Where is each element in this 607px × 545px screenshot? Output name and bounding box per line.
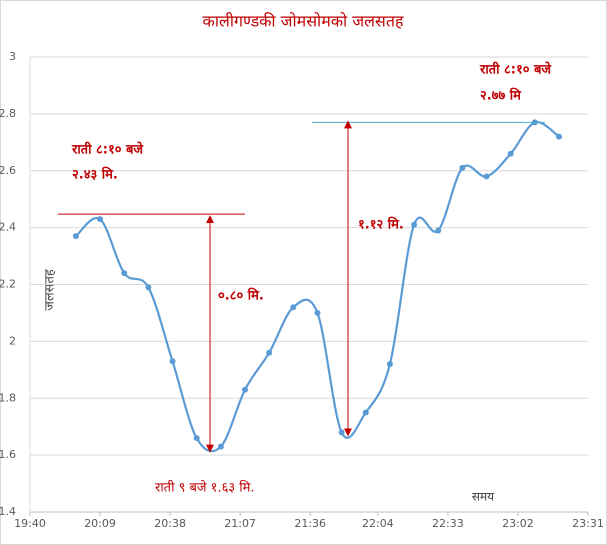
annotation: राती ८:१० बजे	[71, 142, 144, 158]
point	[169, 358, 176, 365]
annotation: राती ९ बजे १.६३ मि.	[155, 480, 255, 496]
y-tick-label: 1.6	[0, 448, 16, 461]
y-tick-label: 2.4	[0, 221, 16, 234]
x-tick-label: 22:04	[362, 517, 394, 530]
point	[217, 443, 224, 450]
point	[338, 429, 345, 436]
annotation: २.७७ मि	[480, 88, 522, 104]
point	[241, 386, 248, 393]
point	[411, 221, 418, 228]
x-tick-label: 21:36	[294, 517, 326, 530]
point	[507, 150, 514, 157]
point	[72, 233, 79, 240]
point	[97, 216, 104, 223]
point	[145, 284, 152, 291]
point	[290, 304, 297, 311]
point	[121, 270, 128, 277]
y-tick-label: 1.4	[0, 505, 16, 518]
point	[266, 349, 273, 356]
point	[435, 227, 442, 234]
x-tick-label: 21:07	[224, 517, 256, 530]
point	[314, 309, 321, 316]
y-axis-label: जलसतह	[43, 268, 58, 311]
y-tick-label: 2.6	[0, 164, 16, 177]
annotation: ०.८० मि.	[218, 288, 264, 304]
annotation: २.४३ मि.	[72, 167, 118, 183]
point	[459, 164, 466, 171]
x-tick-label: 23:31	[572, 517, 604, 530]
point	[483, 173, 490, 180]
x-tick-label: 19:40	[14, 517, 46, 530]
y-tick-label: 2.8	[0, 107, 16, 120]
x-tick-label: 20:09	[84, 517, 116, 530]
y-tick-label: 2.2	[0, 278, 16, 291]
point	[193, 435, 200, 442]
x-tick-label: 20:38	[154, 517, 186, 530]
point	[556, 133, 563, 140]
x-axis-label: समय	[472, 490, 495, 504]
point	[362, 409, 369, 416]
x-tick-label: 23:02	[502, 517, 534, 530]
annotation: राती ८:१० बजे	[479, 62, 552, 78]
point	[386, 361, 393, 368]
y-tick-label: 2	[9, 334, 16, 347]
series-line	[75, 121, 560, 453]
chart-title: कालीगण्डकी जोमसोमको जलसतह	[203, 12, 404, 31]
x-tick-label: 22:33	[432, 517, 464, 530]
y-tick-label: 3	[9, 50, 16, 63]
y-tick-label: 1.8	[0, 391, 16, 404]
annotation: १.१२ मि.	[358, 217, 404, 233]
